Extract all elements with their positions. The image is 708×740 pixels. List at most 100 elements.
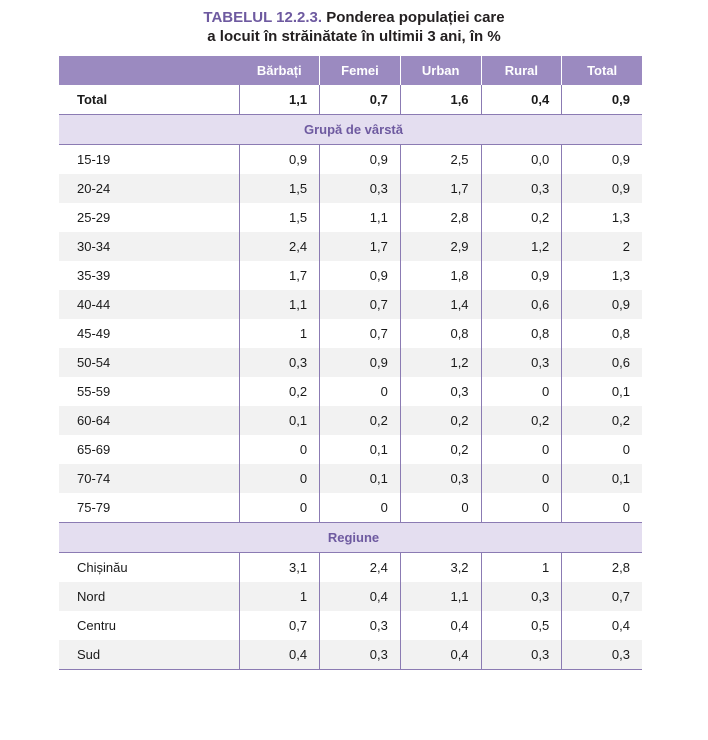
table-cell: 0,3: [319, 640, 401, 670]
table-cell: 0: [480, 464, 562, 493]
table-cell: 0: [480, 435, 562, 464]
table-cell: 0,7: [319, 319, 401, 348]
header-rural: Rural: [480, 56, 562, 85]
table-cell: 2,8: [561, 552, 642, 582]
row-label: 55-59: [77, 384, 111, 399]
table-row: Sud 0,4 0,3 0,4 0,3 0,3: [59, 640, 642, 670]
table-cell: 1,5: [238, 174, 320, 203]
table-cell: 0,1: [238, 406, 320, 435]
table-cell: 0: [238, 493, 320, 523]
table-cell: 1: [238, 319, 320, 348]
table-cell: 0,2: [561, 406, 642, 435]
table-cell: 0: [319, 377, 401, 406]
table-cell: 1,8: [399, 261, 482, 290]
section-label: Regiune: [59, 522, 642, 553]
row-label: 60-64: [59, 406, 240, 435]
table-cell: 0,1: [319, 464, 401, 493]
table-cell: 0,9: [238, 144, 320, 174]
table-cell: 0,3: [561, 640, 642, 670]
table-cell: 0,4: [319, 582, 401, 611]
section-label: Grupă de vârstă: [59, 114, 642, 145]
table-cell: 0,6: [561, 348, 642, 377]
row-label: 50-54: [59, 348, 240, 377]
table-cell: 0,7: [238, 611, 320, 640]
header-urban: Urban: [399, 56, 482, 85]
table-cell: 0,8: [399, 319, 482, 348]
header-row: Bărbați Femei Urban Rural Total: [59, 56, 642, 85]
table-cell: 0,4: [238, 640, 320, 670]
table-cell: 2,9: [399, 232, 482, 261]
row-label: 45-49: [77, 326, 111, 341]
table-cell: 0: [399, 493, 482, 523]
table-cell: 0,8: [561, 319, 642, 348]
table-cell: 0,9: [319, 144, 401, 174]
table-cell: 0,3: [319, 174, 401, 203]
table-row: Chișinău 3,1 2,4 3,2 1 2,8: [59, 552, 642, 582]
table-number: TABELUL 12.2.3.: [203, 9, 323, 26]
table-cell: 0,5: [480, 611, 562, 640]
row-label: 65-69: [77, 442, 111, 457]
table-cell: 1,2: [480, 232, 562, 261]
table-cell: 0,3: [480, 348, 562, 377]
table-cell: 1,2: [399, 348, 482, 377]
row-label: Sud: [59, 640, 240, 670]
table-cell: 0,8: [480, 319, 562, 348]
table-cell: 0: [238, 464, 320, 493]
total-row: Total 1,1 0,7 1,6 0,4 0,9: [59, 85, 642, 115]
row-label: 70-74: [59, 464, 240, 493]
table-cell: 0,1: [561, 464, 642, 493]
table-row: 40-44 1,1 0,7 1,4 0,6 0,9: [59, 290, 642, 319]
row-label: 75-79: [77, 500, 111, 515]
table-cell: 0,2: [319, 406, 401, 435]
table-cell: 1,6: [399, 85, 482, 115]
table-row: Nord 1 0,4 1,1 0,3 0,7: [59, 582, 642, 611]
table-cell: 3,1: [238, 552, 320, 582]
table-cell: 1,7: [399, 174, 482, 203]
table-cell: 1,3: [561, 203, 642, 232]
table-cell: 1,4: [399, 290, 482, 319]
table-cell: 0: [480, 493, 562, 523]
table-cell: 0,2: [480, 203, 562, 232]
table-cell: 0: [319, 493, 401, 523]
row-label: Chișinău: [77, 560, 128, 575]
row-label: 35-39: [77, 268, 111, 283]
table-cell: 0: [238, 435, 320, 464]
table-cell: 0,0: [480, 144, 562, 174]
table-cell: 2,4: [319, 552, 401, 582]
table-row: 45-49 1 0,7 0,8 0,8 0,8: [59, 319, 642, 348]
table-row: 50-54 0,3 0,9 1,2 0,3 0,6: [59, 348, 642, 377]
table-cell: 3,2: [399, 552, 482, 582]
table-cell: 0,3: [480, 174, 562, 203]
row-label: Total: [77, 92, 108, 107]
row-label: 25-29: [77, 210, 111, 225]
section-age-group: Grupă de vârstă: [59, 114, 642, 145]
table-cell: 0: [561, 493, 642, 523]
table-cell: 1,1: [399, 582, 482, 611]
header-barbati: Bărbați: [239, 56, 320, 85]
table-cell: 0,2: [399, 435, 482, 464]
table-cell: 0,9: [561, 174, 642, 203]
table-row: 35-39 1,7 0,9 1,8 0,9 1,3: [59, 261, 642, 290]
table-cell: 1: [238, 582, 320, 611]
table-cell: 0,9: [319, 261, 401, 290]
table-cell: 0,3: [399, 377, 482, 406]
table-cell: 0,6: [480, 290, 562, 319]
row-label: Centru: [77, 618, 117, 633]
table-row: 75-79 0 0 0 0 0: [59, 493, 642, 523]
header-cell-empty: [59, 56, 240, 85]
row-label: 15-19: [77, 152, 111, 167]
table-cell: 0,9: [480, 261, 562, 290]
table-cell: 0,3: [399, 464, 482, 493]
table-cell: 2,4: [238, 232, 320, 261]
table-cell: 0,4: [561, 611, 642, 640]
table-cell: 1,7: [319, 232, 401, 261]
table-cell: 0: [480, 377, 562, 406]
table-cell: 0,7: [319, 290, 401, 319]
title-line-2: a locuit în străinătate în ultimii 3 ani…: [207, 28, 501, 45]
row-label: 30-34: [59, 232, 240, 261]
table-cell: 0,7: [319, 85, 401, 115]
table-cell: 1,1: [238, 290, 320, 319]
table-cell: 0,3: [480, 582, 562, 611]
table-row: Centru 0,7 0,3 0,4 0,5 0,4: [59, 611, 642, 640]
table-cell: 0,3: [319, 611, 401, 640]
